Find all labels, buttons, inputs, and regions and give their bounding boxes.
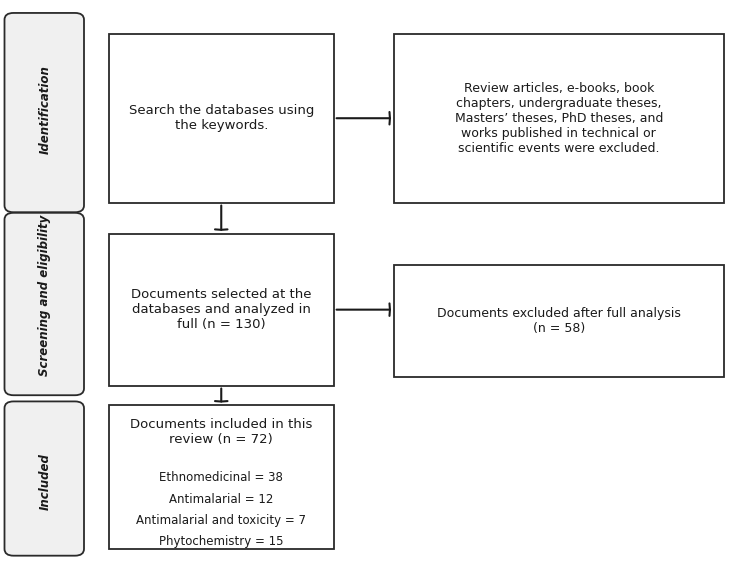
- FancyBboxPatch shape: [394, 265, 724, 377]
- FancyBboxPatch shape: [109, 405, 334, 549]
- FancyBboxPatch shape: [4, 213, 84, 395]
- FancyBboxPatch shape: [109, 34, 334, 203]
- Text: Included: Included: [38, 453, 52, 510]
- Text: Antimalarial and toxicity = 7: Antimalarial and toxicity = 7: [136, 514, 306, 527]
- Text: Antimalarial = 12: Antimalarial = 12: [169, 493, 274, 506]
- Text: Phytochemistry = 15: Phytochemistry = 15: [159, 535, 284, 548]
- FancyBboxPatch shape: [4, 13, 84, 212]
- Text: Review articles, e-books, book
chapters, undergraduate theses,
Masters’ theses, : Review articles, e-books, book chapters,…: [454, 82, 663, 155]
- Text: Documents included in this
review (n = 72): Documents included in this review (n = 7…: [130, 418, 313, 446]
- Text: Identification: Identification: [38, 65, 52, 154]
- Text: Search the databases using
the keywords.: Search the databases using the keywords.: [128, 104, 314, 132]
- Text: Screening and eligibility: Screening and eligibility: [38, 215, 52, 376]
- Text: Documents selected at the
databases and analyzed in
full (n = 130): Documents selected at the databases and …: [131, 288, 311, 331]
- FancyBboxPatch shape: [394, 34, 724, 203]
- FancyBboxPatch shape: [109, 234, 334, 386]
- FancyBboxPatch shape: [4, 401, 84, 556]
- Text: Documents excluded after full analysis
(n = 58): Documents excluded after full analysis (…: [436, 307, 681, 335]
- Text: Ethnomedicinal = 38: Ethnomedicinal = 38: [159, 471, 284, 484]
